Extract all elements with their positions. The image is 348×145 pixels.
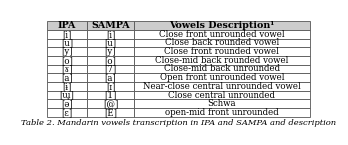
Bar [47,91,87,99]
Bar [134,91,310,99]
Bar [134,99,310,108]
Bar [87,91,134,99]
Bar [134,108,310,117]
Bar [87,108,134,117]
Bar [134,82,310,91]
Text: [y]: [y] [61,47,73,56]
Text: IPA: IPA [58,21,76,30]
Bar [134,39,310,47]
Bar [47,30,87,39]
Text: [1]: [1] [104,90,117,99]
Bar [134,21,310,30]
Text: [ɤ]: [ɤ] [61,65,73,74]
Text: open-mid front unrounded: open-mid front unrounded [165,108,279,117]
Text: [@]: [@] [103,99,118,108]
Bar [87,73,134,82]
Bar [134,47,310,56]
Bar [87,47,134,56]
Text: [ɛ]: [ɛ] [61,108,73,117]
Text: Close back rounded vowel: Close back rounded vowel [165,38,279,47]
Text: Close central unrounded: Close central unrounded [168,90,275,99]
Bar [87,39,134,47]
Text: [7]: [7] [104,65,117,74]
Bar [134,73,310,82]
Text: [ɪ]: [ɪ] [106,82,115,91]
Bar [87,82,134,91]
Bar [87,30,134,39]
Bar [47,21,87,30]
Bar [47,56,87,65]
Bar [47,39,87,47]
Bar [47,108,87,117]
Text: [o]: [o] [61,56,73,65]
Text: [u]: [u] [61,38,73,47]
Text: Table 2. Mandarin vowels transcription in IPA and SAMPA and description: Table 2. Mandarin vowels transcription i… [21,119,336,127]
Bar [87,56,134,65]
Text: Close-mid back unrounded: Close-mid back unrounded [164,65,280,74]
Text: [i]: [i] [106,30,115,39]
Text: Near-close central unrounded vowel: Near-close central unrounded vowel [143,82,301,91]
Text: SAMPA: SAMPA [91,21,130,30]
Text: [y]: [y] [105,47,116,56]
Text: Close front unrounded vowel: Close front unrounded vowel [159,30,285,39]
Text: Close front rounded vowel: Close front rounded vowel [164,47,279,56]
Text: Vowels Description¹: Vowels Description¹ [169,21,275,30]
Text: [E]: [E] [104,108,117,117]
Bar [47,73,87,82]
Text: [o]: [o] [104,56,117,65]
Bar [47,47,87,56]
Text: Close-mid back rounded vowel: Close-mid back rounded vowel [155,56,288,65]
Bar [47,99,87,108]
Bar [134,30,310,39]
Text: [u]: [u] [104,38,117,47]
Text: [a]: [a] [105,73,116,82]
Bar [134,56,310,65]
Text: Open front unrounded vowel: Open front unrounded vowel [160,73,284,82]
Bar [87,99,134,108]
Bar [87,65,134,73]
Text: [a]: [a] [61,73,73,82]
Text: [i]: [i] [62,30,72,39]
Bar [47,65,87,73]
Text: [ɨ]: [ɨ] [62,82,72,91]
Bar [47,82,87,91]
Text: [ɯ̥]: [ɯ̥] [60,90,74,99]
Bar [87,21,134,30]
Text: Schwa: Schwa [207,99,236,108]
Text: [ə]: [ə] [61,99,73,108]
Bar [134,65,310,73]
